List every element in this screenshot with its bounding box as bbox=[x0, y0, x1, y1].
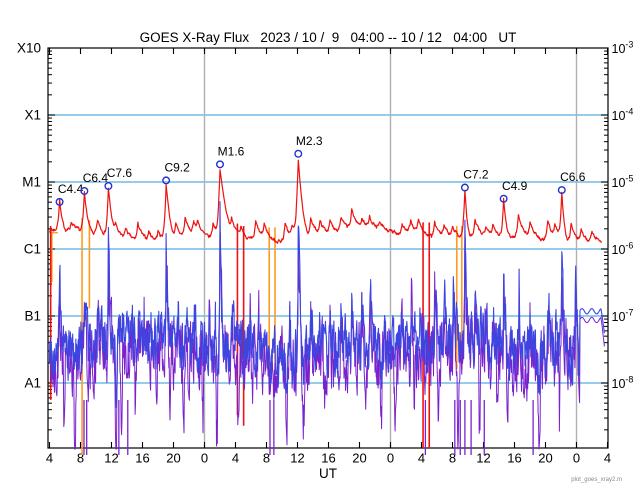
flare-label: C4.9 bbox=[502, 179, 528, 193]
flare-label: C6.4 bbox=[83, 171, 109, 185]
flare-peak-marker bbox=[104, 181, 113, 190]
x-tick-label: 20 bbox=[352, 451, 366, 466]
x-tick-label: 16 bbox=[507, 451, 521, 466]
x-tick-label: 12 bbox=[290, 451, 304, 466]
flare-peak-marker bbox=[215, 160, 224, 169]
y-axis-label-right: 10-6 bbox=[612, 241, 634, 258]
y-axis-label-left: X1 bbox=[24, 108, 41, 123]
chart-title: GOES X-Ray Flux 2023 / 10 / 9 04:00 -- 1… bbox=[139, 30, 517, 45]
x-tick-label: 12 bbox=[476, 451, 490, 466]
long-channel-trace-primary bbox=[48, 159, 602, 244]
x-tick-label: 12 bbox=[104, 451, 118, 466]
y-axis-label-right: 10-5 bbox=[612, 174, 634, 191]
x-tick-label: 20 bbox=[538, 451, 552, 466]
short-channel-trace-primary bbox=[48, 201, 605, 408]
x-tick-label: 4 bbox=[46, 451, 53, 466]
x-tick-label: 0 bbox=[201, 451, 208, 466]
x-tick-label: 4 bbox=[604, 451, 611, 466]
y-axis-label-left: M1 bbox=[22, 175, 41, 190]
flare-label: C7.2 bbox=[463, 168, 489, 182]
y-axis-label-right: 10-4 bbox=[612, 107, 634, 124]
y-axis-label-left: B1 bbox=[24, 309, 41, 324]
y-axis-label-left: C1 bbox=[24, 242, 41, 257]
flare-peak-marker bbox=[162, 176, 171, 185]
flare-label: C7.6 bbox=[107, 166, 133, 180]
y-axis-label-right: 10-7 bbox=[612, 308, 634, 325]
flare-label: C4.4 bbox=[58, 182, 84, 196]
x-tick-label: 16 bbox=[321, 451, 335, 466]
x-tick-label: 20 bbox=[166, 451, 180, 466]
y-axis-label-left: X10 bbox=[17, 41, 41, 56]
y-axis-label-right: 10-3 bbox=[612, 40, 634, 57]
flare-peak-marker bbox=[80, 186, 89, 195]
x-tick-label: 4 bbox=[232, 451, 239, 466]
x-tick-label: 0 bbox=[573, 451, 580, 466]
plot-frame bbox=[47, 47, 609, 449]
x-tick-label: 16 bbox=[135, 451, 149, 466]
y-axis-label-left: A1 bbox=[24, 376, 41, 391]
x-tick-label: 8 bbox=[77, 451, 84, 466]
x-tick-label: 8 bbox=[263, 451, 270, 466]
x-tick-label: 4 bbox=[418, 451, 425, 466]
flare-peak-marker bbox=[294, 149, 303, 158]
x-axis-title: UT bbox=[319, 466, 337, 481]
flare-peak-marker bbox=[460, 183, 469, 192]
flare-peak-marker bbox=[55, 197, 64, 206]
flare-label: C6.6 bbox=[560, 170, 586, 184]
plot-script-watermark: plot_goes_xray2.m bbox=[571, 477, 622, 483]
flare-label: M1.6 bbox=[218, 144, 245, 158]
x-tick-label: 8 bbox=[449, 451, 456, 466]
flare-label: M2.3 bbox=[296, 134, 323, 148]
y-axis-label-right: 10-8 bbox=[612, 375, 634, 392]
x-tick-label: 0 bbox=[387, 451, 394, 466]
flare-peak-marker bbox=[499, 194, 508, 203]
flare-label: C9.2 bbox=[164, 160, 190, 174]
flare-peak-marker bbox=[557, 186, 566, 195]
